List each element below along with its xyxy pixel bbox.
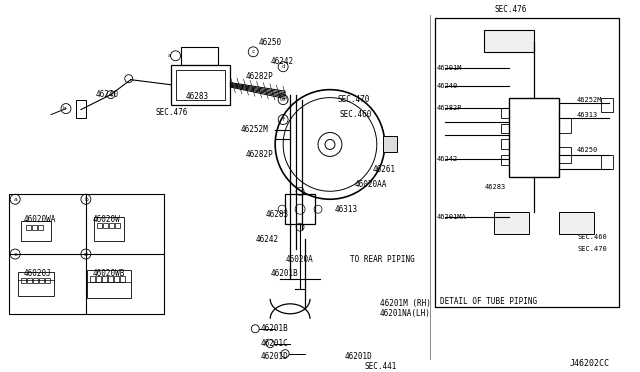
Bar <box>435 18 619 307</box>
Text: 46020WB: 46020WB <box>93 269 125 279</box>
Bar <box>18 272 54 296</box>
Text: TO REAR PIPING: TO REAR PIPING <box>350 254 415 263</box>
Bar <box>38 225 43 230</box>
Text: SEC.460: SEC.460 <box>577 234 607 240</box>
Text: SEC.470: SEC.470 <box>577 246 607 252</box>
Bar <box>559 147 571 163</box>
Text: 46242: 46242 <box>270 57 293 66</box>
Bar <box>501 155 509 166</box>
Bar <box>501 124 509 134</box>
Bar <box>96 276 101 282</box>
Bar <box>21 221 51 241</box>
Text: 46261: 46261 <box>372 165 396 174</box>
Text: 46201C: 46201C <box>260 339 288 348</box>
Text: d: d <box>282 64 285 69</box>
Text: DETAIL OF TUBE PIPING: DETAIL OF TUBE PIPING <box>440 297 537 307</box>
Bar <box>87 270 131 298</box>
Bar <box>180 47 218 65</box>
Bar <box>501 140 509 150</box>
Bar <box>27 278 32 283</box>
Text: a: a <box>13 197 17 202</box>
Text: 46201D: 46201D <box>260 352 288 361</box>
Text: a: a <box>168 53 172 58</box>
Text: 46201MA: 46201MA <box>436 214 467 220</box>
Bar <box>494 212 529 234</box>
Text: 46020WA: 46020WA <box>23 215 56 224</box>
Text: 46201NA(LH): 46201NA(LH) <box>380 309 431 318</box>
Text: 46201B: 46201B <box>260 324 288 333</box>
Text: SEC.476: SEC.476 <box>156 108 188 117</box>
Text: 46252M: 46252M <box>577 97 602 103</box>
Bar <box>114 276 119 282</box>
Text: 46313: 46313 <box>577 112 598 118</box>
Text: SEC.441: SEC.441 <box>365 362 397 371</box>
Text: 46282P: 46282P <box>245 72 273 81</box>
Bar <box>509 97 559 177</box>
Bar <box>21 278 26 283</box>
Bar <box>108 276 113 282</box>
Text: e: e <box>282 97 285 102</box>
Bar <box>120 276 125 282</box>
Bar <box>45 278 50 283</box>
Text: b: b <box>84 197 88 202</box>
Text: 46240: 46240 <box>436 83 458 89</box>
Bar <box>94 217 124 241</box>
Text: f: f <box>282 117 285 122</box>
Text: 46283: 46283 <box>265 210 289 219</box>
Text: 46242: 46242 <box>255 235 278 244</box>
Bar <box>76 100 86 118</box>
Bar <box>32 225 37 230</box>
Bar <box>9 194 164 314</box>
Bar <box>109 223 114 228</box>
Bar <box>484 30 534 52</box>
Text: 46201M: 46201M <box>436 65 462 71</box>
Text: 46201M (RH): 46201M (RH) <box>380 299 431 308</box>
Bar <box>26 225 31 230</box>
Text: 46240: 46240 <box>96 90 119 99</box>
Bar <box>171 65 230 105</box>
Bar <box>601 155 613 169</box>
Text: 46313: 46313 <box>335 205 358 214</box>
Text: 46250: 46250 <box>258 38 282 47</box>
Text: c: c <box>252 49 255 54</box>
Text: SEC.470: SEC.470 <box>338 95 371 104</box>
Bar <box>33 278 38 283</box>
Bar <box>39 278 44 283</box>
Bar <box>103 223 108 228</box>
Text: 46020W: 46020W <box>93 215 120 224</box>
Text: c: c <box>13 251 17 257</box>
Bar <box>285 194 315 224</box>
Text: 46242: 46242 <box>436 156 458 163</box>
Bar <box>97 223 102 228</box>
Text: 46283: 46283 <box>186 92 209 101</box>
Text: SEC.460: SEC.460 <box>340 110 372 119</box>
Text: 46250: 46250 <box>577 147 598 153</box>
Text: 46020J: 46020J <box>23 269 51 279</box>
Text: 46020A: 46020A <box>285 254 313 263</box>
Text: J46202CC: J46202CC <box>569 359 609 368</box>
Bar <box>115 223 120 228</box>
Bar <box>601 97 613 112</box>
Bar <box>559 212 594 234</box>
Text: 46283: 46283 <box>484 184 506 190</box>
Bar <box>383 137 397 153</box>
Text: 46252M: 46252M <box>240 125 268 134</box>
Text: 46282P: 46282P <box>245 150 273 159</box>
Text: 46282P: 46282P <box>436 105 462 110</box>
Bar <box>102 276 107 282</box>
Bar <box>501 108 509 118</box>
Text: 46201B: 46201B <box>270 269 298 279</box>
Text: b: b <box>62 106 66 111</box>
Text: 46020AA: 46020AA <box>355 180 387 189</box>
Text: SEC.476: SEC.476 <box>494 6 527 15</box>
Text: 46201D: 46201D <box>345 352 372 361</box>
Bar <box>175 70 225 100</box>
Bar <box>90 276 95 282</box>
Bar <box>559 118 571 134</box>
Text: d: d <box>84 251 88 257</box>
